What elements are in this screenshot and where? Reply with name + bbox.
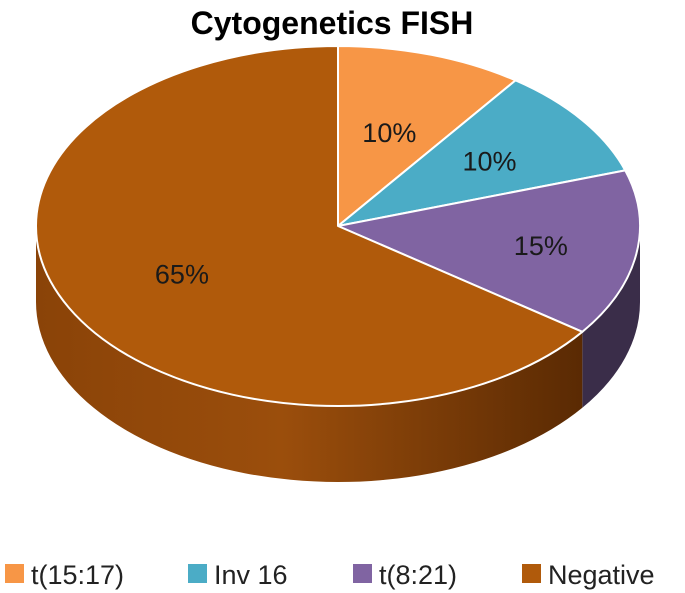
legend-item-negative: Negative bbox=[522, 560, 655, 590]
legend-swatch-inv-16 bbox=[188, 564, 207, 583]
legend-swatch-negative bbox=[522, 564, 541, 583]
legend: t(15:17) Inv 16 t(8:21) Negative bbox=[5, 560, 655, 590]
legend-item-inv-16: Inv 16 bbox=[188, 560, 288, 590]
legend-label-t-8-21: t(8:21) bbox=[379, 560, 457, 590]
legend-label-t-15-17: t(15:17) bbox=[31, 560, 124, 590]
legend-swatch-t-15-17 bbox=[5, 564, 24, 583]
legend-item-t-15-17: t(15:17) bbox=[5, 560, 124, 590]
data-label-inv-16: 10% bbox=[462, 146, 516, 176]
pie-top-group bbox=[35, 45, 641, 407]
legend-label-inv-16: Inv 16 bbox=[214, 560, 288, 590]
data-label-t-8-21: 15% bbox=[514, 231, 568, 261]
pie-side-t-8-21 bbox=[582, 226, 640, 408]
pie-slice-negative bbox=[35, 45, 584, 407]
pie-slice-inv-16 bbox=[337, 79, 627, 227]
pie-slice-t-8-21 bbox=[337, 169, 641, 333]
pie-side-group bbox=[36, 226, 640, 482]
data-label-t-15-17: 10% bbox=[362, 118, 416, 148]
data-label-negative: 65% bbox=[155, 259, 209, 289]
legend-swatch-t-8-21 bbox=[353, 564, 372, 583]
pie-slice-t-15-17 bbox=[337, 45, 517, 227]
chart-title: Cytogenetics FISH bbox=[191, 5, 474, 41]
pie-side-negative bbox=[36, 226, 583, 482]
legend-label-negative: Negative bbox=[548, 560, 655, 590]
legend-item-t-8-21: t(8:21) bbox=[353, 560, 457, 590]
pie-label-group: 10% 10% 15% 65% bbox=[155, 118, 568, 290]
